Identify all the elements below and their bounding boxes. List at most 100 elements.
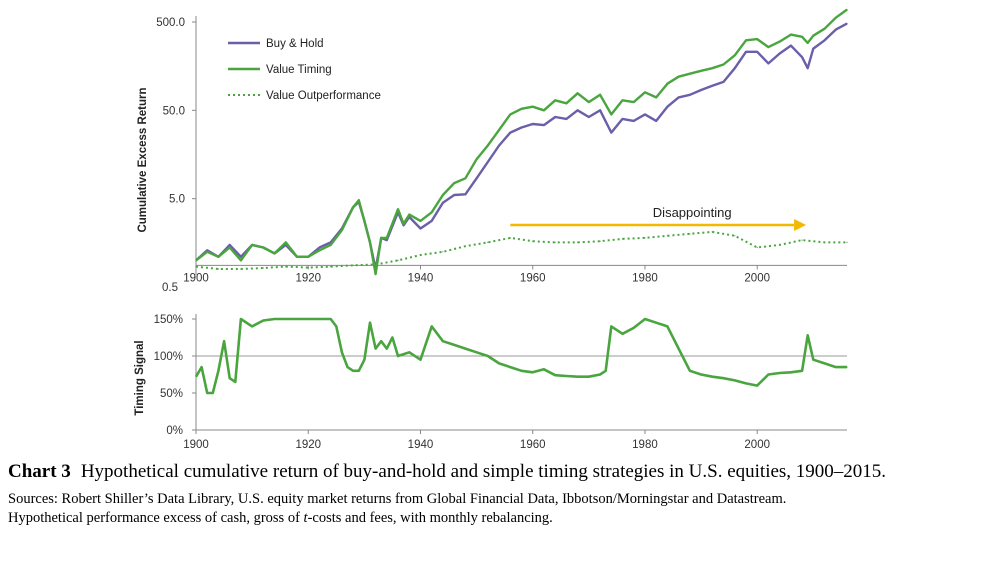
- legend: Buy & Hold Value Timing Value Outperforman…: [228, 38, 381, 102]
- series-point-1: [262, 246, 264, 249]
- series-point-0: [453, 194, 455, 196]
- timing-signal-point: [756, 385, 758, 387]
- series-point-1: [790, 34, 792, 36]
- series-point-1: [824, 28, 826, 30]
- series-point-0: [520, 126, 523, 129]
- timing-signal-point: [633, 327, 635, 329]
- timing-signal-point: [801, 370, 803, 372]
- series-point-1: [722, 63, 725, 66]
- timing-signal-point: [621, 333, 624, 335]
- series-point-2: [666, 235, 669, 237]
- series-point-1: [666, 83, 669, 85]
- top-x-tick-label: 1980: [632, 272, 658, 284]
- series-point-0: [240, 256, 242, 258]
- series-point-0: [824, 39, 826, 41]
- timing-signal-point: [734, 379, 736, 381]
- series-point-1: [307, 256, 309, 258]
- figure-caption: Chart 3 Hypothetical cumulative return of…: [8, 460, 988, 528]
- bottom-y-tick-label: 150%: [154, 314, 183, 326]
- series-point-1: [509, 113, 511, 115]
- series-point-1: [734, 54, 736, 56]
- bottom-x-tick-label: 1980: [632, 439, 658, 451]
- series-point-2: [419, 254, 422, 256]
- series-point-0: [633, 120, 635, 122]
- bottom-x-tick-label: 1960: [520, 439, 546, 451]
- timing-signal-point: [386, 348, 388, 350]
- series-point-2: [487, 241, 489, 243]
- series-point-0: [403, 224, 405, 226]
- series-point-0: [206, 249, 208, 251]
- series-point-1: [835, 17, 837, 19]
- series-point-2: [554, 241, 556, 243]
- annotation-arrow-head: [794, 219, 807, 231]
- timing-signal-point: [790, 371, 792, 373]
- timing-signal-point: [610, 325, 612, 327]
- timing-signal-point: [380, 340, 382, 342]
- timing-signal-point: [262, 319, 264, 322]
- top-x-tick-label: 1940: [408, 272, 434, 284]
- timing-signal-point: [644, 318, 646, 320]
- series-point-2: [195, 266, 197, 268]
- timing-signal-point: [554, 374, 556, 376]
- series-point-0: [543, 124, 545, 126]
- series-point-1: [812, 35, 814, 37]
- timing-signal-point: [419, 359, 422, 361]
- series-point-0: [711, 85, 713, 87]
- series-point-2: [442, 251, 444, 253]
- series-point-2: [330, 266, 332, 268]
- top-y-tick-label: 50.0: [163, 105, 185, 117]
- timing-signal-point: [666, 325, 669, 327]
- annotation-label: Disappointing: [653, 205, 732, 220]
- series-point-1: [358, 199, 360, 201]
- caption-sources-line2-em: t: [303, 510, 308, 526]
- timing-signal-point: [335, 325, 337, 327]
- series-point-1: [610, 113, 612, 115]
- timing-signal-point: [678, 348, 680, 350]
- series-point-0: [666, 106, 669, 108]
- series-point-1: [621, 99, 624, 101]
- series-point-1: [285, 241, 287, 243]
- series-point-0: [464, 193, 466, 195]
- series-point-1: [274, 252, 276, 254]
- series-point-0: [812, 48, 814, 50]
- timing-signal-point: [391, 336, 393, 339]
- timing-signal-point: [711, 376, 713, 378]
- timing-signal-point: [346, 366, 349, 368]
- series-point-2: [824, 241, 826, 243]
- series-point-1: [543, 109, 545, 111]
- series-line-1: [195, 8, 848, 276]
- bottom-chart: 0% 50% 100% 150% 1900 1920 1940 1960 1980 2000 Tim…: [134, 314, 848, 451]
- series-point-1: [498, 129, 500, 131]
- timing-signal-point: [431, 325, 433, 327]
- timing-signal-point: [408, 351, 410, 353]
- bottom-y-axis-title: Timing Signal: [134, 340, 146, 415]
- series-point-0: [756, 51, 758, 53]
- series-point-0: [689, 94, 691, 96]
- series-point-1: [453, 182, 455, 184]
- timing-signal-point: [285, 318, 287, 320]
- timing-signal-point: [453, 344, 455, 346]
- series-point-1: [554, 99, 556, 101]
- series-point-0: [807, 67, 809, 69]
- series-point-1: [801, 36, 803, 38]
- timing-signal-point: [352, 370, 354, 372]
- series-point-1: [217, 256, 219, 258]
- series-point-0: [610, 132, 612, 134]
- series-point-1: [678, 76, 680, 78]
- series-point-0: [734, 67, 736, 69]
- top-x-tick-label: 1920: [295, 272, 321, 284]
- timing-signal-point: [240, 318, 242, 320]
- top-y-axis-title: Cumulative Excess Return: [137, 87, 149, 232]
- series-point-0: [621, 118, 624, 120]
- series-point-1: [599, 94, 601, 96]
- series-point-0: [419, 227, 422, 230]
- bottom-x-tick-label: 1940: [408, 439, 434, 451]
- series-point-1: [229, 246, 231, 249]
- series-point-2: [307, 267, 309, 269]
- series-point-1: [588, 101, 590, 103]
- timing-signal-point: [655, 322, 657, 324]
- timing-signal-point: [206, 392, 208, 394]
- bottom-x-tick-label: 2000: [744, 439, 770, 451]
- timing-signal-point: [358, 370, 360, 372]
- series-point-1: [756, 38, 758, 40]
